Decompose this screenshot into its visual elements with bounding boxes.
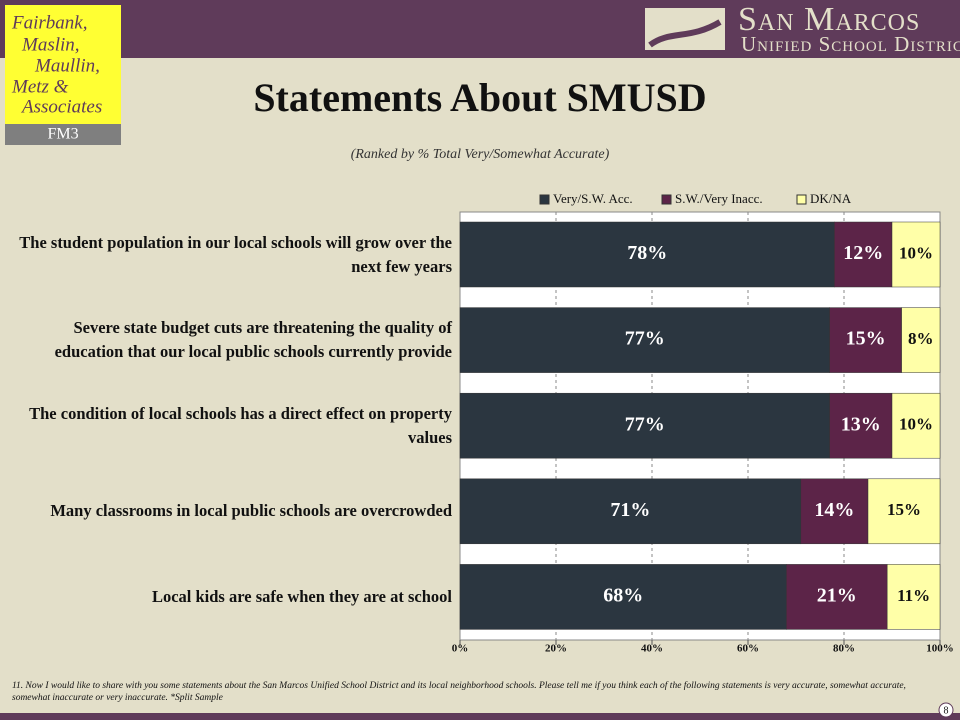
bar-segment	[891, 221, 941, 288]
x-tick-label: 40%	[641, 643, 663, 655]
legend-label: DK/NA	[810, 191, 852, 206]
district-name: San Marcos	[738, 1, 920, 38]
page-number: 8	[944, 705, 949, 716]
bar-segment	[459, 392, 830, 459]
firm-line: Fairbank,	[11, 12, 87, 33]
category-label: The student population in our local scho…	[19, 232, 452, 276]
data-label: 10%	[899, 243, 933, 262]
x-tick-label: 60%	[737, 643, 759, 655]
data-label: 14%	[814, 499, 854, 521]
bar-segment	[829, 307, 902, 373]
legend-swatch	[539, 194, 550, 205]
legend-label: Very/S.W. Acc.	[553, 191, 633, 206]
district-sub: Unified School District	[741, 32, 960, 56]
data-label: 68%	[603, 584, 643, 606]
category-label: Severe state budget cuts are threatening…	[54, 318, 452, 362]
bar-segment	[886, 564, 941, 630]
bar-segment	[459, 221, 835, 288]
firm-logo	[5, 5, 121, 145]
data-label: 8%	[908, 329, 934, 348]
data-label: 12%	[843, 242, 883, 264]
bar-segment	[829, 392, 893, 459]
legend-swatch	[661, 194, 672, 205]
bar-segment	[800, 478, 869, 545]
x-tick-label: 100%	[926, 643, 954, 655]
data-label: 11%	[897, 586, 930, 605]
data-label: 77%	[625, 328, 665, 350]
category-label: The condition of local schools has a dir…	[29, 403, 452, 447]
legend-label: S.W./Very Inacc.	[675, 191, 763, 206]
data-label: 78%	[627, 242, 667, 264]
data-label: 77%	[625, 413, 665, 435]
data-label: 21%	[817, 584, 857, 606]
data-label: 71%	[610, 499, 650, 521]
header-band	[0, 0, 960, 58]
x-tick-label: 20%	[545, 643, 567, 655]
firm-line: Maullin,	[34, 55, 100, 76]
data-label: 15%	[887, 500, 921, 519]
category-label: Many classrooms in local public schools …	[50, 501, 452, 521]
data-label: 15%	[846, 328, 886, 350]
category-label: Local kids are safe when they are at sch…	[151, 586, 452, 606]
x-tick-label: 0%	[452, 643, 469, 655]
page-badge	[938, 702, 954, 718]
chart-subtitle: (Ranked by % Total Very/Somewhat Accurat…	[351, 147, 610, 162]
bar-segment	[901, 307, 941, 373]
bar-segment	[891, 392, 941, 459]
bar-segment	[786, 564, 888, 630]
firm-short: FM3	[47, 126, 78, 143]
data-label: 10%	[899, 415, 933, 434]
bar-segment	[867, 478, 941, 545]
bar-segment	[459, 478, 802, 545]
firm-line: Maslin,	[21, 34, 80, 55]
legend-swatch	[796, 194, 807, 205]
firm-line: Associates	[20, 96, 102, 117]
firm-logo-band	[5, 124, 121, 145]
x-tick-label: 80%	[833, 643, 855, 655]
footnote: 11. Now I would like to share with you s…	[12, 681, 906, 703]
chart-title: Statements About SMUSD	[253, 75, 706, 120]
data-label: 13%	[841, 413, 881, 435]
bar-segment	[834, 221, 893, 288]
bar-segment	[459, 564, 787, 630]
bar-segment	[459, 307, 830, 373]
firm-line: Metz &	[11, 76, 69, 97]
district-icon-road	[648, 19, 722, 48]
footer-band	[0, 713, 960, 720]
